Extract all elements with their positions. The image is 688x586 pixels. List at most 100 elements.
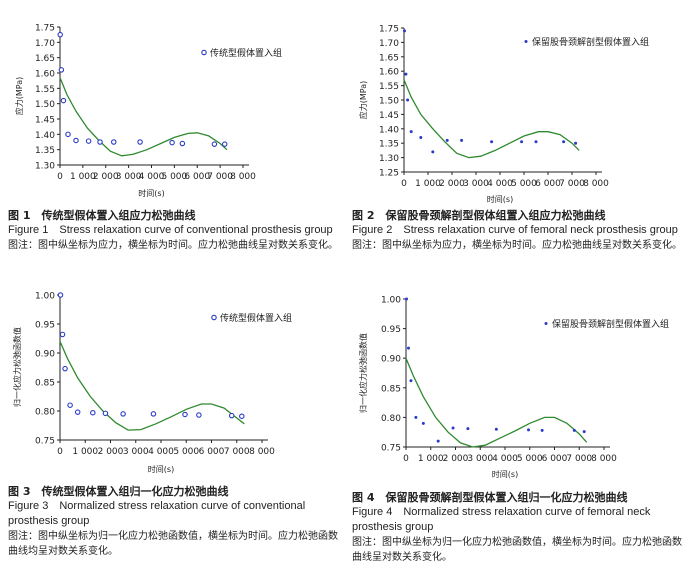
x-tick-label: 2 000 [98,447,124,457]
data-point [409,379,413,383]
data-point [404,297,408,301]
data-point [57,31,63,38]
data-point [102,410,109,417]
caption-fig2: 图 2 保留股骨颈解剖型假体组置入组应力松弛曲线 Figure 2 Stress… [352,208,682,253]
x-tick-label: 0 [57,447,63,457]
y-axis-label: 归一化应力松弛函数值 [358,333,368,413]
legend-label: 传统型假体置入组 [210,47,282,59]
x-tick-label: 4 000 [487,179,513,189]
x-tick-label: 3 000 [116,172,142,182]
y-tick-label: 1.40 [35,131,55,141]
x-tick-label: 6 000 [199,447,225,457]
y-tick-label: 0.95 [35,321,55,331]
data-point [111,139,117,145]
chart-fig2: 1.25 1.30 1.35 1.40 1.45 1.50 1.55 1.60 1.65 1.70… [358,25,649,205]
x-tick-label: 3 000 [123,447,149,457]
x-tick-label: 0 [57,172,63,182]
x-tick-label: 6 000 [535,179,561,189]
x-tick-label: 1 000 [72,447,98,457]
data-point [60,97,67,104]
data-point [58,67,65,73]
data-point [239,413,245,419]
x-tick-label: 8 000 [249,447,275,457]
data-point [414,415,418,419]
data-point [436,439,440,443]
x-axis-label: 时间(s) [492,469,518,479]
legend-label: 保留股骨颈解剖型假体置入组 [532,36,649,48]
caption-note: 图注：图中纵坐标为应力，横坐标为时间。应力松弛曲线呈对数关系变化。 [352,240,682,251]
y-tick-label: 1.30 [379,154,399,164]
data-point [73,137,79,144]
x-tick-label: 8 000 [583,179,609,189]
chart-fig1: 1.30 1.35 1.40 1.45 1.50 1.55 1.60 1.65 1.70 1.75… [14,24,282,199]
y-axis-label: 归一化应力松弛函数值 [12,327,22,407]
x-tick-label: 6 000 [542,454,568,464]
data-point [404,72,408,76]
y-tick-label: 1.70 [35,39,55,49]
x-tick-label: 1 000 [415,179,441,189]
data-point [59,331,66,338]
y-tick-label: 1.55 [379,82,399,92]
y-tick-label: 1.55 [35,85,55,95]
legend-label: 保留股骨颈解剖型假体置入组 [552,318,669,330]
data-point [182,411,188,418]
x-tick-label: 3 000 [467,454,493,464]
y-tick-label: 1.35 [35,146,55,156]
y-tick-label: 0.80 [35,408,55,418]
data-point [574,141,578,145]
caption-note: 图注：图中纵坐标为归一化应力松弛函数值，横坐标为时间。应力松弛函数曲线呈对数关系… [352,537,682,563]
x-tick-label: 5 000 [173,447,199,457]
chart-fig3: 0.75 0.80 0.85 0.90 0.95 1.00 0 1 000 2 000 3 000… [12,292,292,475]
fit-curve [59,77,228,157]
caption-title-en: Figure 1 Stress relaxation curve of conv… [8,224,333,236]
fit-curve [405,357,588,448]
y-tick-label: 1.70 [379,39,399,49]
x-tick-label: 4 000 [492,454,518,464]
x-tick-label: 7 000 [559,179,585,189]
y-tick-label: 0.85 [35,379,55,389]
x-tick-label: 1 000 [70,172,96,182]
y-tick-label: 1.65 [35,54,55,64]
caption-note: 图注：图中纵坐标为归一化应力松弛函数值，横坐标为时间。应力松弛函数曲线均呈对数关… [8,531,338,557]
x-tick-label: 7 000 [224,447,250,457]
legend-marker [524,40,528,43]
data-point [419,135,423,139]
data-point [221,141,228,147]
y-tick-label: 0.95 [381,325,401,335]
data-point [211,141,218,147]
x-tick-label: 1 000 [418,454,444,464]
data-point [540,428,544,432]
caption-title-en: Figure 3 Normalized stress relaxation cu… [8,500,306,527]
y-tick-label: 0.75 [35,437,55,447]
y-tick-label: 0.80 [381,414,401,424]
x-tick-label: 8 000 [230,172,256,182]
y-tick-label: 1.75 [35,24,55,34]
data-point [179,140,186,147]
x-tick-label: 3 000 [463,179,489,189]
x-tick-label: 6 000 [184,172,210,182]
x-tick-label: 4 000 [139,172,165,182]
caption-title-cn: 图 3 传统型假体置入组归一化应力松弛曲线 [8,485,229,498]
data-point [65,131,71,138]
x-tick-label: 7 000 [207,172,233,182]
data-point [74,409,81,415]
y-tick-label: 1.00 [381,296,401,306]
y-tick-label: 1.25 [379,169,399,179]
x-axis-label: 时间(s) [138,188,164,198]
x-axis-label: 时间(s) [148,464,174,474]
caption-title-en: Figure 4 Normalized stress relaxation cu… [352,506,651,533]
y-tick-label: 1.65 [379,53,399,63]
data-point [562,140,566,144]
caption-title-cn: 图 2 保留股骨颈解剖型假体组置入组应力松弛曲线 [352,209,606,222]
y-tick-label: 0.85 [381,384,401,394]
y-tick-label: 1.60 [35,70,55,80]
y-tick-label: 0.90 [35,350,55,360]
x-tick-label: 8 000 [591,454,617,464]
x-tick-label: 2 000 [93,172,119,182]
data-point [90,409,96,416]
y-axis-label: 应力(MPa) [14,77,24,116]
data-point [490,140,494,144]
data-point [85,138,92,144]
fit-curve [403,79,580,159]
y-tick-label: 1.45 [379,111,399,121]
